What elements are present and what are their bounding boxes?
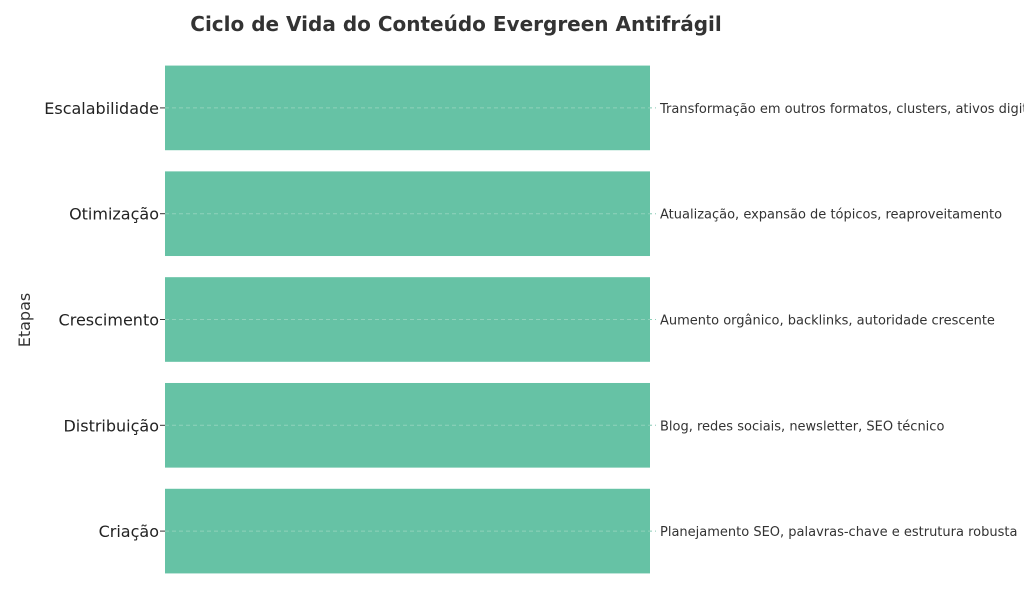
annotation-0: Planejamento SEO, palavras-chave e estru…: [660, 525, 1017, 540]
y-axis-label: Etapas: [15, 293, 34, 347]
annotation-4: Transformação em outros formatos, cluste…: [659, 102, 1024, 117]
y-tick-label-1: Distribuição: [63, 416, 159, 435]
chart-title: Ciclo de Vida do Conteúdo Evergreen Anti…: [190, 12, 721, 36]
y-tick-label-3: Otimização: [69, 205, 159, 224]
y-tick-label-2: Crescimento: [59, 311, 159, 330]
y-ticks: Criação Distribuição Crescimento Otimização…: [44, 99, 165, 541]
y-tick-label-0: Criação: [99, 522, 159, 541]
annotation-2: Aumento orgânico, backlinks, autoridade …: [660, 314, 995, 329]
y-tick-label-4: Escalabilidade: [44, 99, 159, 118]
annotation-1: Blog, redes sociais, newsletter, SEO téc…: [660, 419, 944, 434]
annotation-3: Atualização, expansão de tópicos, reapro…: [660, 208, 1002, 223]
